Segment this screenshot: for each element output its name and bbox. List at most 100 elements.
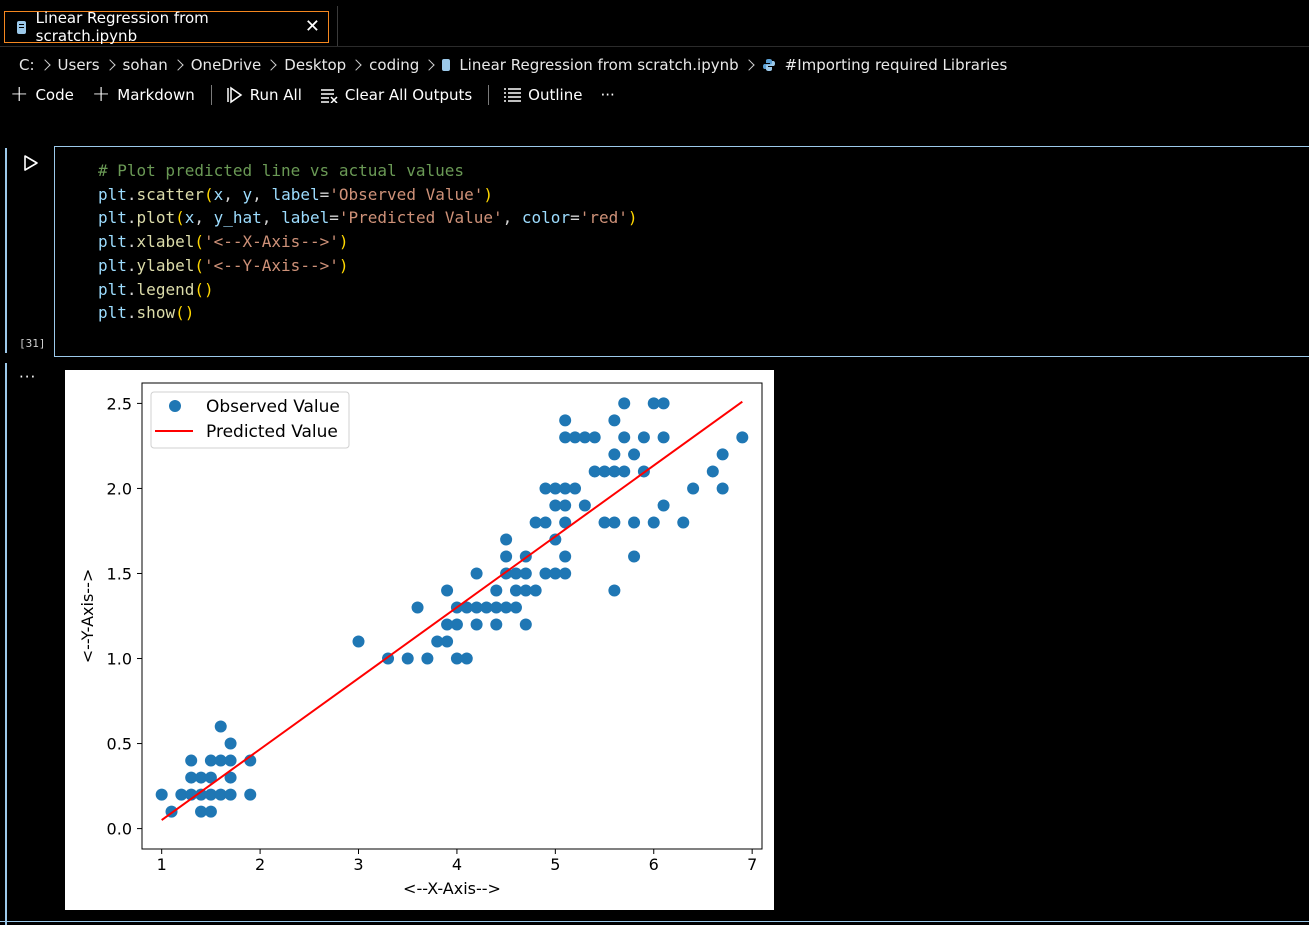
plus-icon: +: [10, 82, 29, 107]
data-point: [500, 601, 513, 614]
x-tick-label: 7: [747, 855, 757, 874]
more-actions-button[interactable]: ···: [600, 86, 615, 104]
tab-title: Linear Regression from scratch.ipynb: [35, 9, 209, 45]
data-point: [637, 431, 650, 444]
data-point: [509, 567, 522, 580]
data-point: [214, 754, 227, 767]
data-point: [559, 499, 572, 512]
x-tick-label: 3: [353, 855, 363, 874]
add-code-cell-button[interactable]: + Code: [10, 84, 74, 106]
run-all-button[interactable]: Run All: [226, 86, 302, 104]
data-point: [608, 414, 621, 427]
code-block[interactable]: # Plot predicted line vs actual values pl…: [98, 159, 638, 325]
data-point: [706, 465, 719, 478]
data-point: [352, 635, 365, 648]
data-point: [214, 788, 227, 801]
output-more-button[interactable]: ···: [19, 368, 37, 386]
data-point: [608, 465, 621, 478]
x-tick-label: 1: [157, 855, 167, 874]
code-editor[interactable]: # Plot predicted line vs actual values pl…: [54, 146, 1309, 357]
data-point: [529, 584, 542, 597]
data-point: [588, 431, 601, 444]
data-point: [224, 737, 237, 750]
breadcrumb-item-onedrive[interactable]: OneDrive: [190, 56, 262, 74]
data-point: [500, 533, 513, 546]
outline-label: Outline: [528, 86, 583, 104]
breadcrumb-item-file[interactable]: Linear Regression from scratch.ipynb: [459, 56, 739, 74]
plus-icon: +: [91, 82, 111, 107]
data-point: [559, 550, 572, 563]
code-line: plt.ylabel('<--Y-Axis-->'): [98, 255, 349, 275]
data-point: [529, 516, 542, 529]
breadcrumb-item-symbol[interactable]: #Importing required Libraries: [784, 56, 1008, 74]
chevron-right-icon: [350, 59, 362, 71]
notebook-icon: [17, 20, 26, 34]
data-point: [687, 482, 700, 495]
data-point: [608, 448, 621, 461]
legend-label-predicted: Predicted Value: [206, 422, 338, 442]
data-point: [559, 516, 572, 529]
data-point: [716, 482, 729, 495]
outline-icon: [504, 88, 522, 102]
data-point: [539, 516, 552, 529]
data-point: [500, 550, 513, 563]
code-line: plt.xlabel('<--X-Axis-->'): [98, 232, 349, 252]
x-tick-label: 6: [649, 855, 659, 874]
outline-button[interactable]: Outline: [503, 86, 582, 104]
breadcrumb-item-coding[interactable]: coding: [369, 56, 420, 74]
data-point: [618, 431, 631, 444]
data-point: [204, 771, 217, 784]
legend-box: [150, 391, 350, 449]
data-point: [519, 584, 532, 597]
data-point: [450, 652, 463, 665]
y-tick-label: 0.5: [107, 735, 132, 754]
clear-outputs-label: Clear All Outputs: [344, 86, 473, 104]
add-markdown-cell-button[interactable]: + Markdown: [92, 84, 195, 106]
breadcrumb-item-drive[interactable]: C:: [19, 56, 35, 74]
close-icon[interactable]: ✕: [304, 16, 320, 37]
data-point: [244, 788, 257, 801]
x-tick-label: 4: [452, 855, 462, 874]
tab-notebook[interactable]: Linear Regression from scratch.ipynb ✕: [4, 9, 329, 45]
y-tick-label: 1.0: [107, 650, 132, 669]
chevron-right-icon: [172, 59, 184, 71]
data-point: [657, 431, 670, 444]
clear-all-outputs-button[interactable]: Clear All Outputs: [320, 86, 472, 104]
data-point: [224, 788, 237, 801]
data-point: [214, 720, 227, 733]
data-point: [608, 584, 621, 597]
data-point: [460, 601, 473, 614]
data-point: [185, 754, 198, 767]
cell-bottom-border: [0, 921, 1309, 922]
data-point: [628, 516, 641, 529]
data-point: [204, 805, 217, 818]
data-point: [490, 601, 503, 614]
data-point: [185, 771, 198, 784]
data-point: [421, 652, 434, 665]
data-point: [628, 448, 641, 461]
data-point: [470, 567, 483, 580]
y-tick-label: 0.0: [107, 820, 132, 839]
data-point: [509, 601, 522, 614]
plot-output: 1 2 3 4 5 6 7 0.0 0.5 1.0 1.5 2.0 2.5 <--X-Axis--> <--…: [65, 370, 774, 910]
data-point: [470, 618, 483, 631]
data-point: [559, 567, 572, 580]
legend-marker-observed: [169, 400, 181, 412]
code-line: plt.legend(): [98, 279, 214, 299]
run-all-icon: [227, 86, 243, 104]
data-point: [441, 635, 454, 648]
data-point: [647, 516, 660, 529]
breadcrumb-item-users[interactable]: Users: [57, 56, 100, 74]
data-point: [618, 465, 631, 478]
data-point: [175, 788, 188, 801]
data-point: [460, 652, 473, 665]
toolbar-divider: [488, 85, 490, 105]
data-point: [598, 516, 611, 529]
data-point: [441, 584, 454, 597]
breadcrumb-item-desktop[interactable]: Desktop: [284, 56, 347, 74]
run-cell-icon[interactable]: [23, 154, 39, 172]
data-point: [716, 448, 729, 461]
add-markdown-label: Markdown: [117, 86, 195, 104]
add-code-label: Code: [35, 86, 74, 104]
breadcrumb-item-user[interactable]: sohan: [122, 56, 168, 74]
